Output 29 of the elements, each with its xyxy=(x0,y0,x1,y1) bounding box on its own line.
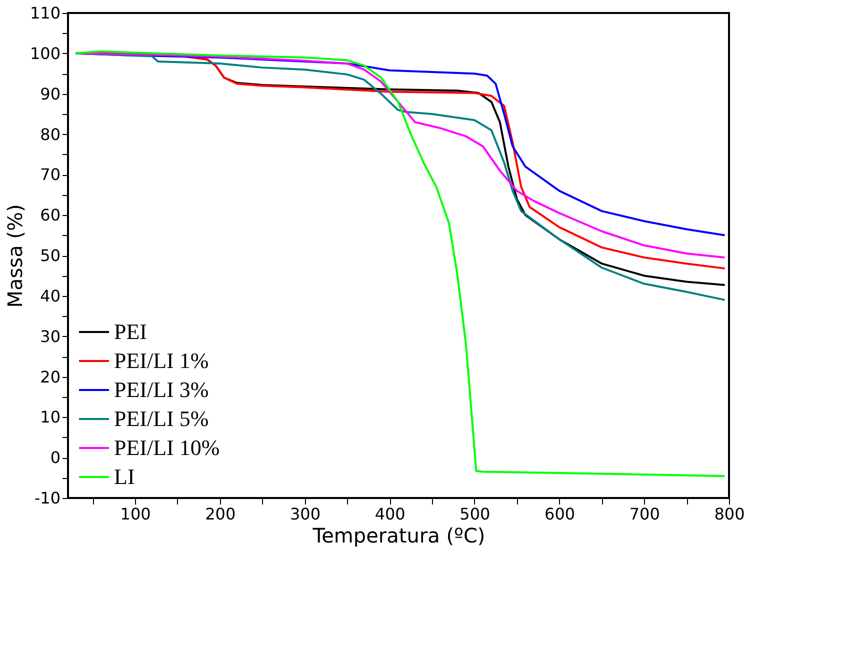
y-tick-label: 40 xyxy=(40,286,60,306)
y-tick-label: 0 xyxy=(50,448,60,468)
y-tick-label: -10 xyxy=(34,488,60,508)
y-tick-label: 100 xyxy=(30,44,60,63)
y-tick-label: 60 xyxy=(40,206,60,225)
y-tick-label: 50 xyxy=(40,246,60,265)
x-tick-label: 300 xyxy=(290,504,321,524)
y-tick-label: 80 xyxy=(40,124,60,144)
legend-label: PEI/LI 3% xyxy=(114,377,209,402)
x-axis-title: Temperatura (ºC) xyxy=(312,524,486,548)
legend-label: PEI xyxy=(114,319,147,344)
x-tick-label: 400 xyxy=(374,504,406,524)
y-tick-label: 90 xyxy=(40,84,60,104)
y-axis-title: Massa (%) xyxy=(2,204,27,308)
legend-label: LI xyxy=(114,464,135,489)
x-tick-label: 700 xyxy=(629,504,660,524)
y-tick-label: 70 xyxy=(40,165,60,184)
x-tick-label: 200 xyxy=(205,504,236,524)
x-tick-label: 800 xyxy=(714,504,745,524)
y-tick-label: 30 xyxy=(40,326,60,346)
y-tick-label: 110 xyxy=(30,4,60,22)
legend-label: PEI/LI 5% xyxy=(114,406,209,431)
legend-label: PEI/LI 1% xyxy=(114,348,209,373)
legend-label: PEI/LI 10% xyxy=(114,435,220,460)
x-tick-label: 600 xyxy=(544,504,576,524)
x-tick-label: 500 xyxy=(460,504,490,524)
x-tick-label: 100 xyxy=(120,504,151,524)
y-tick-label: 10 xyxy=(40,408,60,427)
y-tick-label: 20 xyxy=(40,367,60,386)
